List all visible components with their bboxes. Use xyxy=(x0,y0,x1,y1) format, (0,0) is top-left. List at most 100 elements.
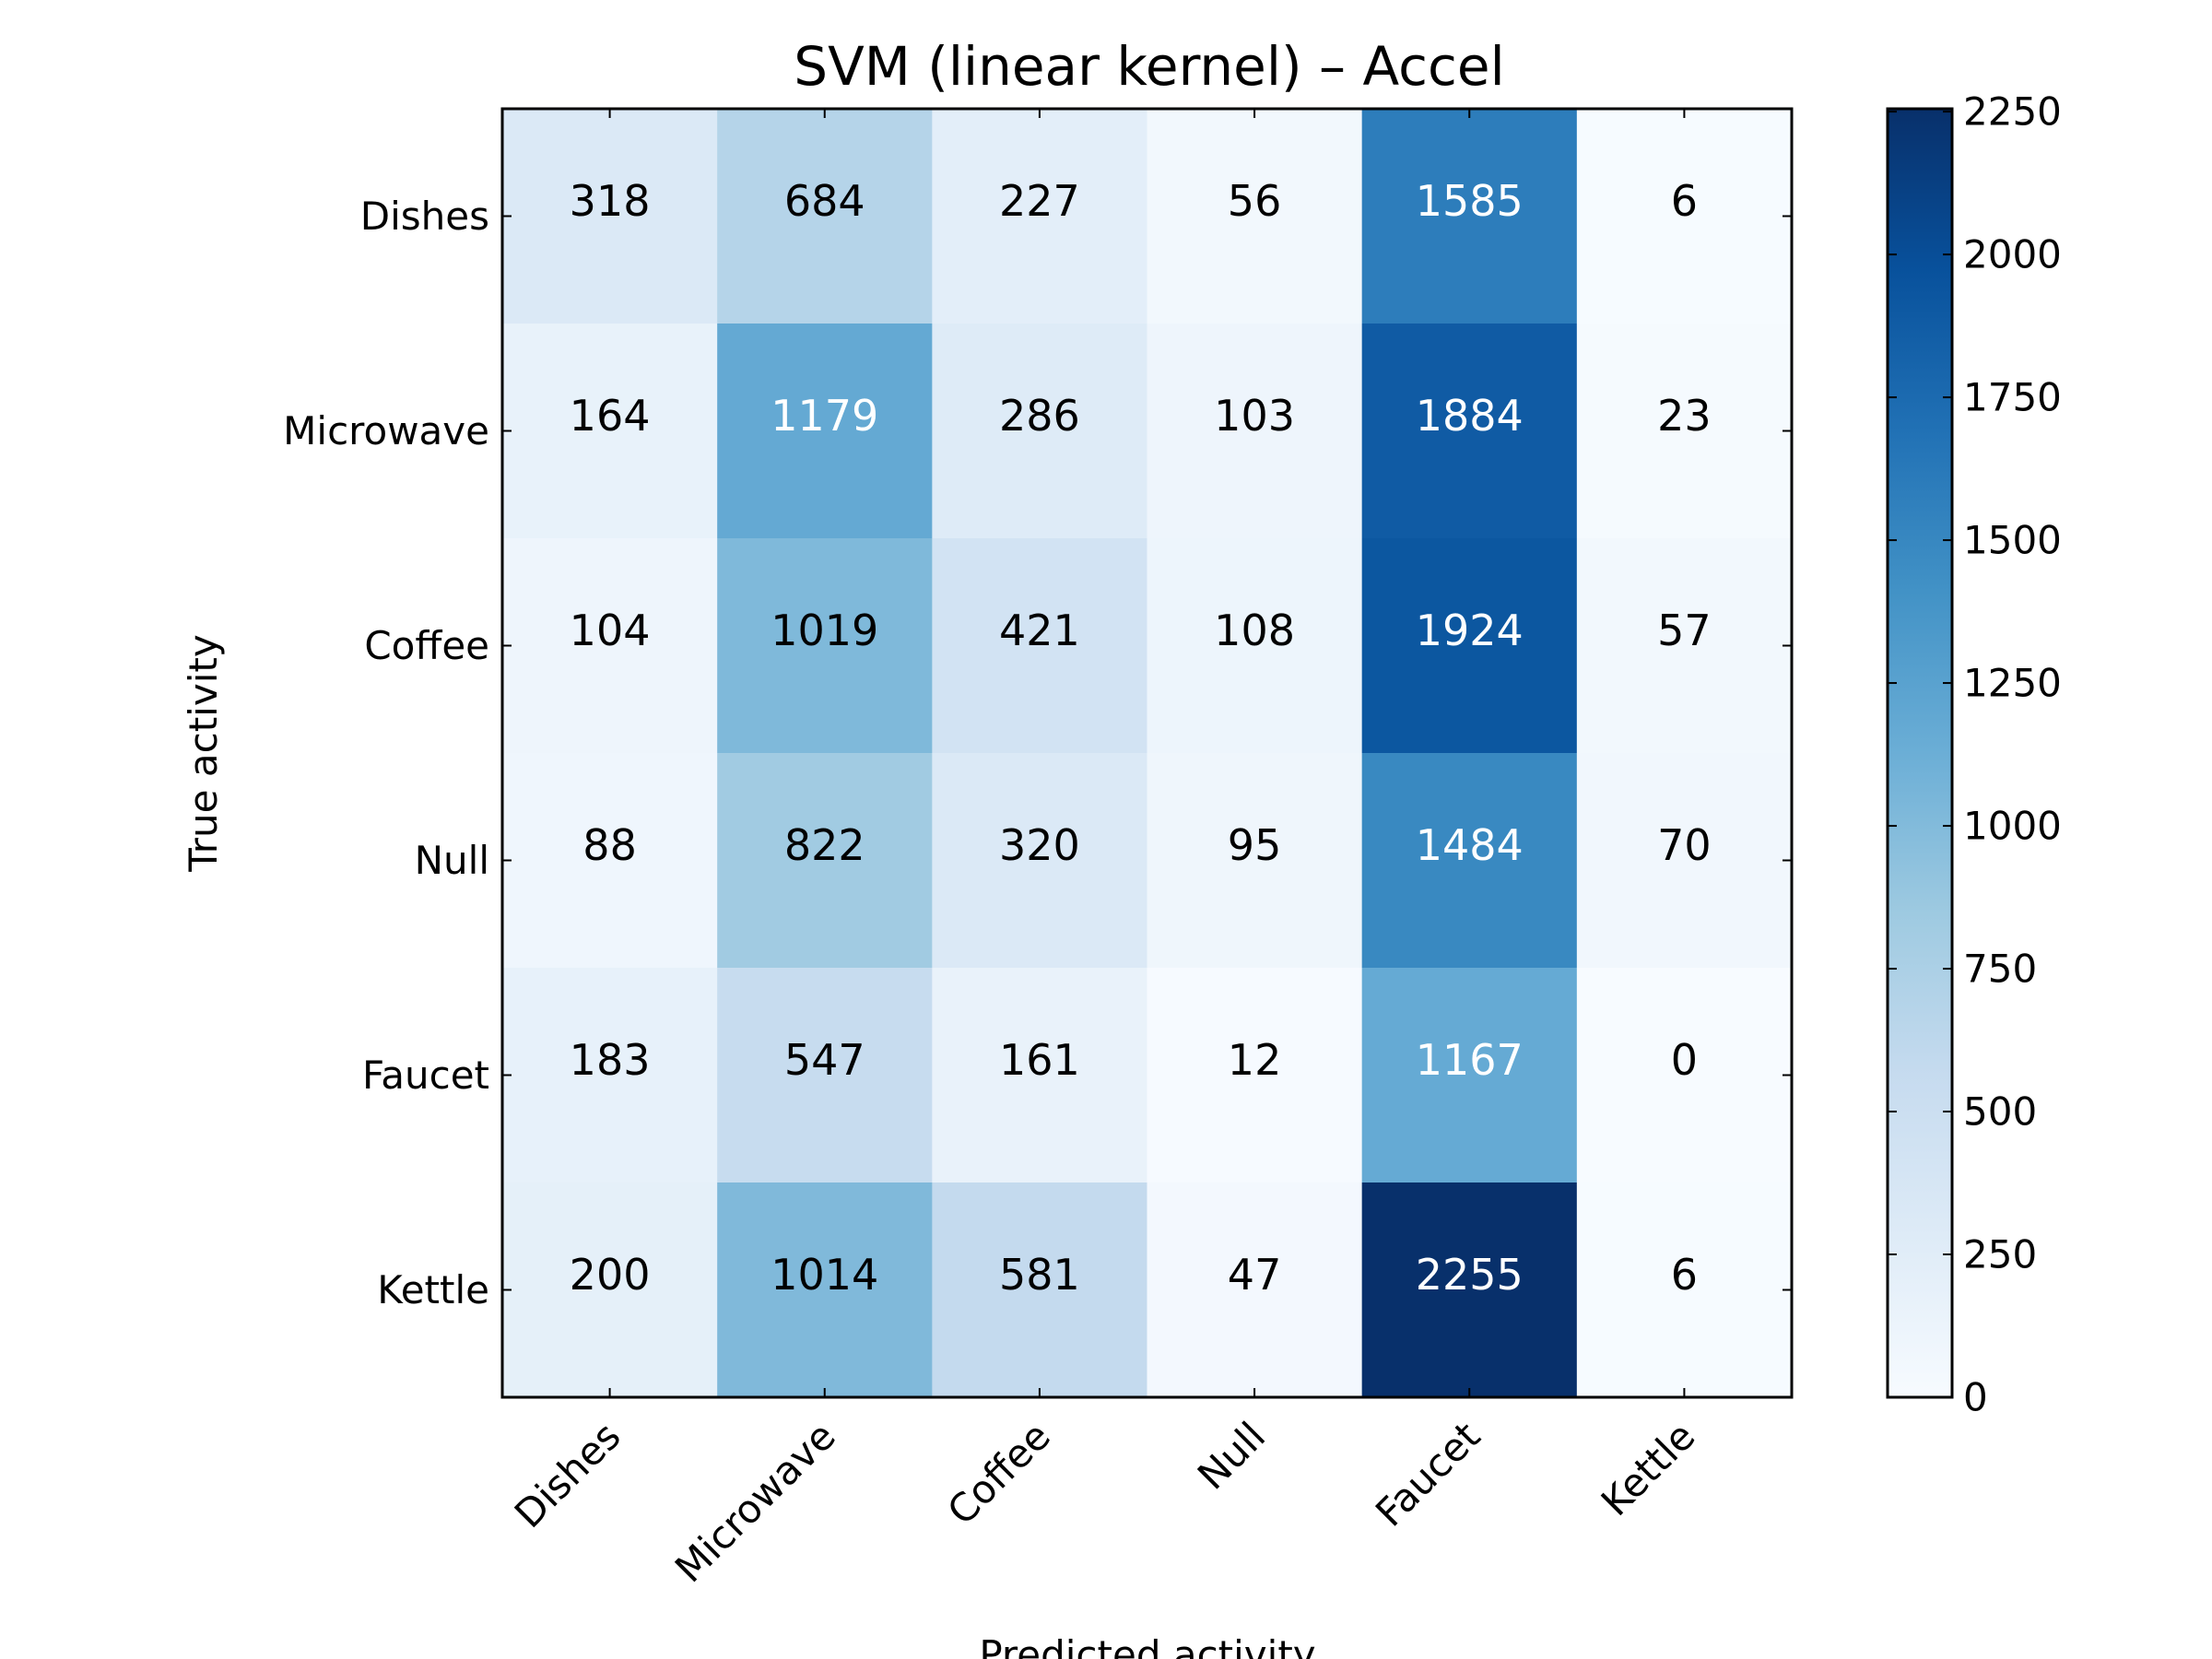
cell-value-label: 2255 xyxy=(1416,1250,1524,1300)
heatmap-cell xyxy=(1147,538,1363,754)
cell-value-label: 1179 xyxy=(771,391,878,441)
cell-value-label: 1884 xyxy=(1416,391,1524,441)
heatmap-cell xyxy=(1147,968,1363,1183)
plot-frame xyxy=(500,107,1794,1399)
x-axis-label: Predicted activity xyxy=(979,1632,1315,1659)
heatmap-cell xyxy=(1576,753,1793,969)
colorbar-tick-label: 2000 xyxy=(1963,232,2062,277)
cell-value-label: 6 xyxy=(1671,1250,1698,1300)
heatmap-cell xyxy=(717,1182,933,1398)
cell-value-label: 70 xyxy=(1657,820,1712,870)
x-tick-label: Null xyxy=(1189,1413,1274,1498)
cell-value-label: 88 xyxy=(582,820,637,870)
heatmap-cell xyxy=(502,968,718,1183)
heatmap-cell xyxy=(1361,109,1578,324)
cell-value-label: 581 xyxy=(999,1250,1080,1300)
colorbar-gradient xyxy=(1886,107,1954,1399)
heatmap-cell xyxy=(502,324,718,539)
colorbar-tick-label: 1750 xyxy=(1963,375,2062,420)
cell-value-label: 547 xyxy=(784,1035,865,1085)
cell-value-label: 1019 xyxy=(771,606,878,655)
heatmap-cell xyxy=(502,109,718,324)
heatmap-cell xyxy=(1361,324,1578,539)
colorbar-tick-label: 1000 xyxy=(1963,804,2062,849)
heatmap-cell xyxy=(502,538,718,754)
chart-title: SVM (linear kernel) – Accel xyxy=(794,35,1504,98)
heatmap-cell xyxy=(1361,753,1578,969)
heatmap-cell xyxy=(1147,1182,1363,1398)
heatmap-cell xyxy=(1576,1182,1793,1398)
heatmap-cell xyxy=(1147,324,1363,539)
heatmap-cell xyxy=(932,1182,1148,1398)
heatmap-cell xyxy=(1361,968,1578,1183)
colorbar-tick-label: 2250 xyxy=(1963,89,2062,135)
heatmap-cell xyxy=(717,753,933,969)
heatmap-cell-labels: 318 684 227 56 1585 6 164 1179 286 103 1884 23 104 10… xyxy=(570,176,1712,1300)
colorbar-ticks: 0 250 500 750 1000 1250 1500 1750 2000 2250 xyxy=(1888,89,2062,1420)
colorbar: 0 250 500 750 1000 1250 1500 1750 2000 2250 xyxy=(1886,89,2062,1420)
cell-value-label: 23 xyxy=(1657,391,1712,441)
cell-value-label: 57 xyxy=(1657,606,1712,655)
cell-value-label: 56 xyxy=(1228,176,1282,226)
cell-value-label: 684 xyxy=(784,176,865,226)
x-tick-label: Coffee xyxy=(938,1413,1059,1534)
cell-value-label: 200 xyxy=(570,1250,651,1300)
heatmap-cell xyxy=(932,753,1148,969)
cell-value-label: 320 xyxy=(999,820,1080,870)
colorbar-tick-label: 750 xyxy=(1963,947,2037,992)
cell-value-label: 104 xyxy=(570,606,651,655)
x-tick-label: Kettle xyxy=(1593,1413,1704,1524)
cell-value-label: 822 xyxy=(784,820,865,870)
y-tick-label: Faucet xyxy=(362,1053,489,1098)
heatmap-cell xyxy=(932,109,1148,324)
cell-value-label: 183 xyxy=(570,1035,651,1085)
cell-value-label: 1585 xyxy=(1416,176,1524,226)
heatmap-cell xyxy=(932,538,1148,754)
y-axis: Dishes Microwave Coffee Null Faucet Kettle xyxy=(283,194,1792,1312)
cell-value-label: 0 xyxy=(1671,1035,1698,1085)
heatmap-cell xyxy=(1576,324,1793,539)
heatmap-cell xyxy=(502,753,718,969)
heatmap-cell xyxy=(1361,538,1578,754)
heatmap-cell xyxy=(717,538,933,754)
cell-value-label: 108 xyxy=(1214,606,1295,655)
heatmap-cell xyxy=(1576,968,1793,1183)
colorbar-tick-label: 1500 xyxy=(1963,518,2062,563)
cell-value-label: 318 xyxy=(570,176,651,226)
cell-value-label: 161 xyxy=(999,1035,1080,1085)
colorbar-tick-label: 250 xyxy=(1963,1232,2037,1277)
y-tick-label: Null xyxy=(415,838,489,883)
cell-value-label: 1924 xyxy=(1416,606,1524,655)
heatmap-cell xyxy=(717,968,933,1183)
cell-value-label: 12 xyxy=(1228,1035,1282,1085)
heatmap-cell xyxy=(1576,538,1793,754)
cell-value-label: 286 xyxy=(999,391,1080,441)
cell-value-label: 47 xyxy=(1228,1250,1282,1300)
colorbar-tick-label: 0 xyxy=(1963,1375,1988,1420)
heatmap-cell xyxy=(932,324,1148,539)
cell-value-label: 164 xyxy=(570,391,651,441)
cell-value-label: 1014 xyxy=(771,1250,878,1300)
cell-value-label: 421 xyxy=(999,606,1080,655)
y-axis-label: True activity xyxy=(181,634,226,872)
colorbar-tick-label: 500 xyxy=(1963,1089,2037,1135)
y-tick-label: Dishes xyxy=(360,194,489,239)
heatmap-cell xyxy=(932,968,1148,1183)
cell-value-label: 103 xyxy=(1214,391,1295,441)
y-tick-label: Microwave xyxy=(283,408,489,453)
cell-value-label: 1484 xyxy=(1416,820,1524,870)
heatmap-cell xyxy=(717,324,933,539)
heatmap-cell xyxy=(502,1182,718,1398)
x-tick-label: Dishes xyxy=(506,1413,629,1536)
cell-value-label: 6 xyxy=(1671,176,1698,226)
cell-value-label: 1167 xyxy=(1416,1035,1524,1085)
heatmap-cell xyxy=(1576,109,1793,324)
cell-value-label: 95 xyxy=(1228,820,1282,870)
heatmap-cell xyxy=(1361,1182,1578,1398)
cell-value-label: 227 xyxy=(999,176,1080,226)
y-tick-label: Kettle xyxy=(377,1267,489,1312)
heatmap-cell xyxy=(1147,753,1363,969)
x-tick-label: Faucet xyxy=(1367,1413,1488,1535)
heatmap-cell xyxy=(717,109,933,324)
